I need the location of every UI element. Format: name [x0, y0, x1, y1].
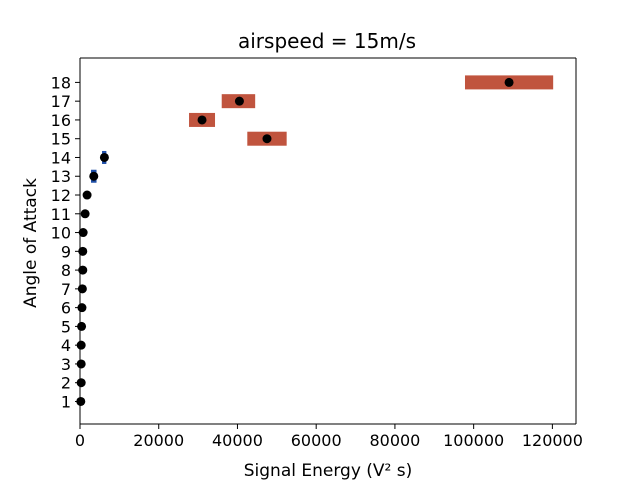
data-point: [76, 340, 86, 350]
x-tick-label: 120000: [522, 431, 583, 450]
data-point: [504, 77, 514, 87]
data-point: [76, 378, 86, 388]
y-tick-label: 6: [61, 299, 71, 318]
y-tick-label: 1: [61, 392, 71, 411]
data-point: [197, 115, 207, 125]
data-point: [78, 228, 88, 238]
data-point: [82, 190, 92, 200]
axes: [79, 57, 577, 425]
y-tick-label: 14: [51, 148, 71, 167]
y-tick-label: 4: [61, 336, 71, 355]
y-tick-label: 17: [51, 92, 71, 111]
data-point: [76, 396, 86, 406]
y-tick-label: 5: [61, 317, 71, 336]
y-tick-label: 16: [51, 111, 71, 130]
y-tick-label: 12: [51, 186, 71, 205]
error-bars: [91, 75, 554, 183]
y-tick-label: 15: [51, 130, 71, 149]
y-tick-label: 13: [51, 167, 71, 186]
y-tick-label: 18: [51, 73, 71, 92]
y-tick-label: 2: [61, 374, 71, 393]
data-point: [262, 134, 272, 144]
x-tick-label: 60000: [291, 431, 342, 450]
x-tick-label: 40000: [212, 431, 263, 450]
x-tick-label: 0: [75, 431, 85, 450]
data-point: [76, 359, 86, 369]
data-point: [77, 321, 87, 331]
y-tick-label: 9: [61, 242, 71, 261]
data-point: [78, 265, 88, 275]
x-axis-title: Signal Energy (V² s): [244, 461, 413, 480]
x-tick-label: 80000: [369, 431, 420, 450]
x-ticks: 0 20000 40000 60000 80000 100000 120000: [75, 424, 583, 450]
y-axis-title: Angle of Attack: [21, 178, 41, 308]
y-tick-label: 7: [61, 280, 71, 299]
data-points: [76, 77, 514, 406]
data-point: [80, 209, 90, 219]
data-point: [234, 96, 244, 106]
y-tick-label: 10: [51, 224, 71, 243]
x-tick-label: 20000: [133, 431, 184, 450]
x-tick-label: 100000: [443, 431, 504, 450]
y-tick-label: 8: [61, 261, 71, 280]
data-point: [78, 246, 88, 256]
data-point: [89, 171, 99, 181]
chart-title: airspeed = 15m/s: [238, 29, 416, 53]
y-tick-label: 3: [61, 355, 71, 374]
y-tick-label: 11: [51, 205, 71, 224]
data-point: [99, 152, 109, 162]
